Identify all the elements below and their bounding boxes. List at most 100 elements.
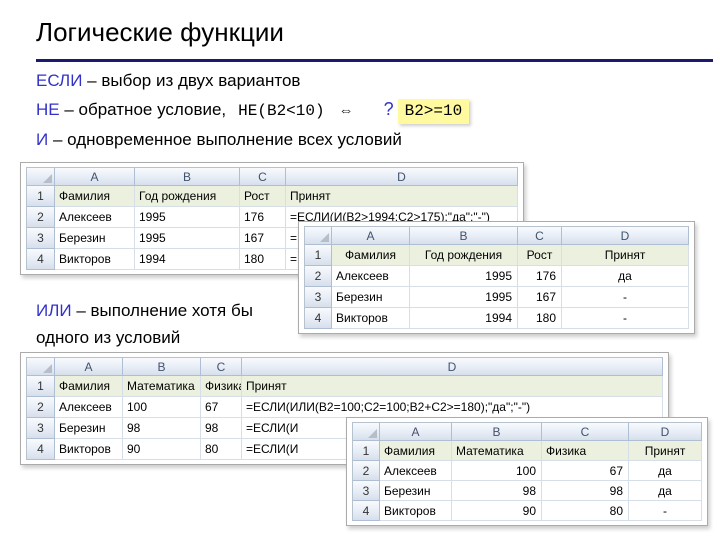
- column-header: A: [332, 227, 410, 245]
- cell: -: [629, 501, 702, 521]
- cell: 67: [542, 461, 629, 481]
- cell: Березин: [380, 481, 452, 501]
- cell: Фамилия: [332, 245, 410, 266]
- cell: 98: [123, 418, 201, 439]
- cell: Фамилия: [380, 441, 452, 461]
- title-underline: [36, 59, 713, 62]
- column-header: B: [410, 227, 518, 245]
- cell: 100: [452, 461, 542, 481]
- cell: Викторов: [380, 501, 452, 521]
- column-header: D: [629, 423, 702, 441]
- cell: Фамилия: [55, 376, 123, 397]
- cell: да: [629, 481, 702, 501]
- corner-triangle-icon: [43, 364, 52, 373]
- row-header: 4: [353, 501, 380, 521]
- cell: Березин: [55, 418, 123, 439]
- cell: Алексеев: [55, 207, 135, 228]
- cell: да: [629, 461, 702, 481]
- column-header: A: [380, 423, 452, 441]
- select-all-corner: [353, 423, 380, 441]
- corner-triangle-icon: [320, 233, 329, 242]
- cell: Физика: [542, 441, 629, 461]
- cell: 1994: [135, 249, 240, 270]
- row-header: 3: [353, 481, 380, 501]
- cell: Алексеев: [380, 461, 452, 481]
- row-header: 2: [305, 266, 332, 287]
- cell: 167: [518, 287, 562, 308]
- column-header: B: [452, 423, 542, 441]
- keyword-ili: ИЛИ: [36, 301, 72, 320]
- keyword-esli: ЕСЛИ: [36, 71, 83, 90]
- cell: Принят: [562, 245, 689, 266]
- column-header: B: [135, 168, 240, 186]
- column-header: D: [242, 358, 663, 376]
- cell: 176: [518, 266, 562, 287]
- cell: да: [562, 266, 689, 287]
- excel-screenshot-or-results: A B C D 1 Фамилия Математика Физика Прин…: [346, 417, 708, 526]
- column-header: C: [542, 423, 629, 441]
- page-title: Логические функции: [36, 17, 284, 47]
- cell: -: [562, 287, 689, 308]
- cell: Рост: [240, 186, 286, 207]
- cell: Викторов: [332, 308, 410, 329]
- row-header: 4: [27, 249, 55, 270]
- cell: 98: [452, 481, 542, 501]
- cell: =ЕСЛИ(ИЛИ(B2=100;C2=100;B2+C2>=180);"да"…: [242, 397, 663, 418]
- row-header: 1: [27, 186, 55, 207]
- cell: 90: [452, 501, 542, 521]
- cell: 100: [123, 397, 201, 418]
- cell: 1995: [135, 207, 240, 228]
- cell: Викторов: [55, 249, 135, 270]
- line-ili-text1: – выполнение хотя бы: [76, 301, 253, 320]
- cell: Рост: [518, 245, 562, 266]
- cell: Алексеев: [55, 397, 123, 418]
- cell: -: [562, 308, 689, 329]
- cell: Фамилия: [55, 186, 135, 207]
- cell: Год рождения: [135, 186, 240, 207]
- column-header: C: [518, 227, 562, 245]
- cell: Алексеев: [332, 266, 410, 287]
- line-ili-text2: одного из условий: [36, 328, 181, 347]
- row-header: 3: [305, 287, 332, 308]
- keyword-ne: НЕ: [36, 100, 60, 119]
- formula-ne-code: НЕ(B2<10): [238, 102, 325, 120]
- cell: Березин: [332, 287, 410, 308]
- line-i-text: – одновременное выполнение всех условий: [52, 130, 402, 149]
- cell: 98: [542, 481, 629, 501]
- cell: Принят: [629, 441, 702, 461]
- answer-highlight: B2>=10: [397, 99, 470, 124]
- cell: 176: [240, 207, 286, 228]
- cell: 1994: [410, 308, 518, 329]
- cell: 1995: [410, 287, 518, 308]
- row-header: 4: [27, 439, 55, 460]
- line-ne: НЕ – обратное условие, НЕ(B2<10) ⇔? B2>=10: [36, 99, 470, 124]
- column-header: D: [562, 227, 689, 245]
- select-all-corner: [305, 227, 332, 245]
- row-header: 3: [27, 418, 55, 439]
- cell: 167: [240, 228, 286, 249]
- line-esli: ЕСЛИ – выбор из двух вариантов: [36, 71, 300, 91]
- cell: Принят: [286, 186, 518, 207]
- cell: Принят: [242, 376, 663, 397]
- cell: 67: [201, 397, 242, 418]
- row-header: 1: [353, 441, 380, 461]
- cell: 1995: [410, 266, 518, 287]
- line-ne-text: – обратное условие,: [64, 100, 227, 119]
- cell: 98: [201, 418, 242, 439]
- line-i: И – одновременное выполнение всех услови…: [36, 130, 402, 150]
- cell: 180: [240, 249, 286, 270]
- cell: 90: [123, 439, 201, 460]
- corner-triangle-icon: [368, 429, 377, 438]
- column-header: B: [123, 358, 201, 376]
- row-header: 3: [27, 228, 55, 249]
- equivalence-arrow: ⇔: [338, 102, 354, 119]
- line-ili: ИЛИ – выполнение хотя бы одного из услови…: [36, 297, 346, 351]
- row-header: 2: [353, 461, 380, 481]
- column-header: C: [201, 358, 242, 376]
- question-mark: ?: [383, 99, 394, 119]
- line-esli-text: – выбор из двух вариантов: [87, 71, 301, 90]
- row-header: 2: [27, 397, 55, 418]
- column-header: A: [55, 358, 123, 376]
- keyword-i: И: [36, 130, 49, 149]
- excel-screenshot-and-formulas: A B C D 1 Фамилия Год рождения Рост Прин…: [20, 162, 524, 275]
